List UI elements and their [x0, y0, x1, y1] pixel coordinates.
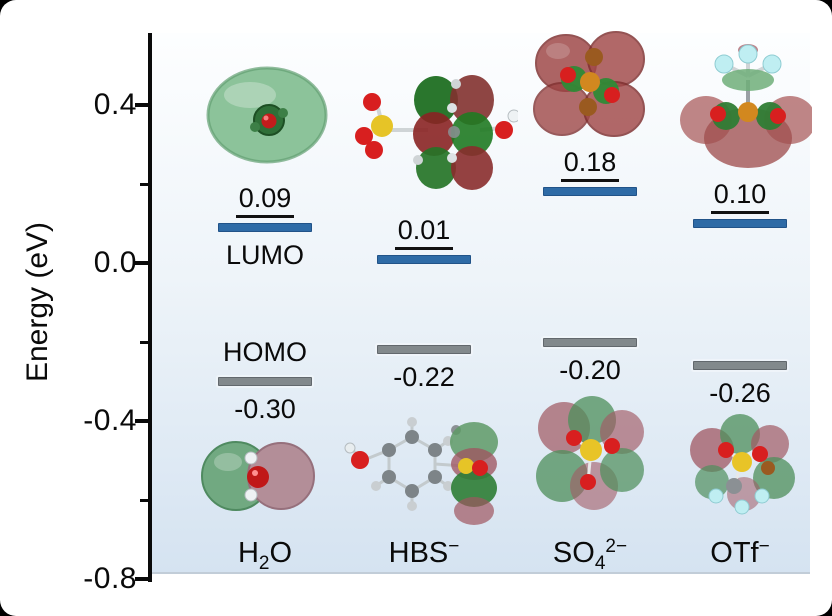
so4-lumo-orbital-image — [533, 31, 645, 137]
otf-lumo-orbital-image — [680, 44, 812, 168]
homo-level-bar — [693, 361, 787, 371]
otf-homo-orbital-image — [690, 414, 795, 515]
homo-value-label: -0.30 — [234, 394, 296, 424]
h2o-homo-orbital-image — [201, 441, 315, 511]
y-axis-minor-tick — [140, 183, 148, 186]
lumo-level-bar — [693, 219, 787, 228]
molecule-label: HBS− — [388, 536, 460, 569]
lumo-annotation: LUMO — [225, 239, 304, 270]
homo-level-bar — [377, 345, 471, 355]
y-axis-tick-label: 0.0 — [93, 246, 137, 279]
lumo-level-bar — [218, 222, 312, 232]
y-axis-tick-label: -0.8 — [83, 562, 137, 595]
y-axis-major-tick — [135, 261, 148, 265]
homo-annotation: HOMO — [223, 337, 307, 367]
so4-homo-orbital-image — [536, 396, 644, 510]
homo-value-label: -0.20 — [559, 354, 621, 385]
lumo-value-label: 0.10 — [670, 177, 810, 214]
y-axis-major-tick — [135, 419, 148, 423]
h2o-lumo-orbital-image — [206, 66, 328, 164]
y-axis-line — [148, 33, 152, 582]
homo-level-bar — [218, 377, 312, 386]
y-axis-major-tick — [135, 577, 148, 581]
y-axis-tick-label: 0.4 — [93, 88, 137, 121]
y-axis-minor-tick — [140, 341, 148, 344]
lumo-value-label: 0.09 — [195, 181, 335, 218]
molecule-label: H2O — [237, 537, 293, 574]
y-axis-tick-label: -0.4 — [83, 404, 137, 437]
lumo-level-bar — [543, 187, 637, 197]
lumo-value-label: 0.01 — [354, 213, 494, 250]
homo-level-bar — [543, 337, 637, 347]
homo-value-label: -0.26 — [709, 378, 771, 409]
y-axis-minor-tick — [140, 499, 148, 502]
lumo-level-bar — [377, 254, 471, 264]
molecule-label: OTf− — [710, 536, 770, 569]
lumo-value-label: 0.18 — [520, 145, 660, 183]
hbs-lumo-orbital-image — [355, 75, 518, 190]
molecule-label: SO42− — [552, 536, 628, 574]
y-axis-major-tick — [135, 103, 148, 107]
hbs-homo-orbital-image — [344, 417, 498, 525]
homo-value-label: -0.22 — [393, 362, 455, 393]
